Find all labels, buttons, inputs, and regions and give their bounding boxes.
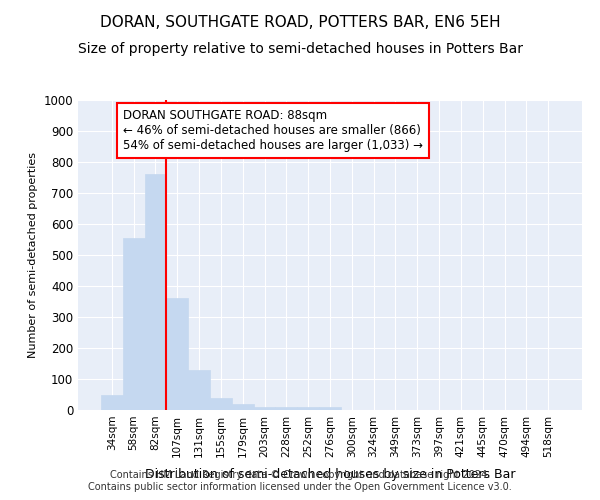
Y-axis label: Number of semi-detached properties: Number of semi-detached properties	[28, 152, 38, 358]
Text: Contains HM Land Registry data © Crown copyright and database right 2024.: Contains HM Land Registry data © Crown c…	[110, 470, 490, 480]
Text: DORAN SOUTHGATE ROAD: 88sqm
← 46% of semi-detached houses are smaller (866)
54% : DORAN SOUTHGATE ROAD: 88sqm ← 46% of sem…	[123, 110, 423, 152]
Bar	[166, 298, 188, 410]
Bar	[254, 407, 275, 410]
Bar	[123, 238, 145, 410]
Bar	[188, 370, 210, 410]
Bar	[297, 407, 319, 410]
Bar	[145, 174, 166, 410]
Bar	[319, 407, 341, 410]
Bar	[232, 404, 254, 410]
Text: Size of property relative to semi-detached houses in Potters Bar: Size of property relative to semi-detach…	[77, 42, 523, 56]
Text: Contains public sector information licensed under the Open Government Licence v3: Contains public sector information licen…	[88, 482, 512, 492]
X-axis label: Distribution of semi-detached houses by size in Potters Bar: Distribution of semi-detached houses by …	[145, 468, 515, 481]
Bar	[101, 394, 123, 410]
Bar	[210, 398, 232, 410]
Text: DORAN, SOUTHGATE ROAD, POTTERS BAR, EN6 5EH: DORAN, SOUTHGATE ROAD, POTTERS BAR, EN6 …	[100, 15, 500, 30]
Bar	[275, 407, 297, 410]
